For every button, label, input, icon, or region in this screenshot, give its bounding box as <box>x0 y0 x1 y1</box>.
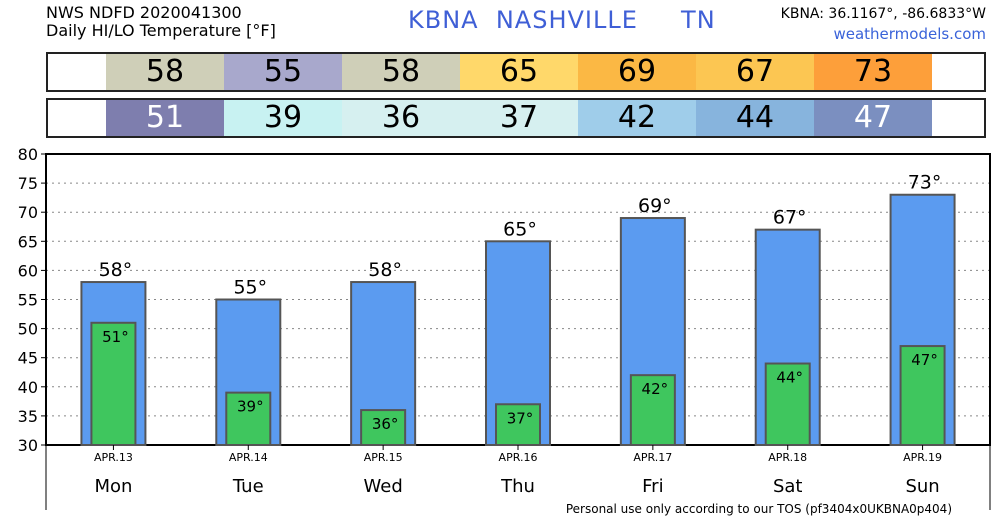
day-label: Sat <box>773 476 803 497</box>
low-temp-strip: 51 39 36 37 42 44 47 <box>46 98 986 138</box>
high-temp-cell-5: 67 <box>696 54 814 90</box>
low-bar <box>764 362 811 446</box>
high-temp-cell-1: 55 <box>224 54 342 90</box>
low-bar <box>899 345 946 446</box>
high-temp-cell-0: 58 <box>106 54 224 90</box>
model-run-label: NWS NDFD 2020041300 <box>46 3 242 22</box>
y-tick-label: 60 <box>18 261 38 280</box>
low-temp-cell-2: 36 <box>342 100 460 136</box>
header-right: KBNA: 36.1167°, -86.6833°W weathermodels… <box>781 4 986 44</box>
chart-title: Daily HI/LO Temperature [°F] <box>46 21 276 40</box>
date-label: APR.15 <box>364 451 403 464</box>
y-tick-label: 65 <box>18 232 38 251</box>
y-tick-label: 55 <box>18 291 38 310</box>
low-temp-cell-4: 42 <box>578 100 696 136</box>
high-bar-label: 69° <box>638 195 672 217</box>
date-label: APR.17 <box>633 451 672 464</box>
footer-notice: Personal use only according to our TOS (… <box>565 502 952 516</box>
low-temp-cell-3: 37 <box>460 100 578 136</box>
low-bar <box>225 391 272 446</box>
y-tick-label: 35 <box>18 407 38 426</box>
low-bar-label: 39° <box>237 398 264 416</box>
date-label: APR.16 <box>499 451 538 464</box>
high-temp-strip: 58 55 58 65 69 67 73 <box>46 52 986 92</box>
low-bar-label: 42° <box>642 380 669 398</box>
high-temp-cell-4: 69 <box>578 54 696 90</box>
header-left: NWS NDFD 2020041300 Daily HI/LO Temperat… <box>46 4 276 40</box>
y-tick-label: 70 <box>18 203 38 222</box>
low-temp-cell-5: 44 <box>696 100 814 136</box>
date-label: APR.18 <box>768 451 807 464</box>
high-bar-label: 58° <box>99 259 133 281</box>
low-bar-label: 44° <box>776 369 803 387</box>
station-coords: KBNA: 36.1167°, -86.6833°W <box>780 6 986 22</box>
low-temp-cell-0: 51 <box>106 100 224 136</box>
high-bar-label: 55° <box>233 277 267 299</box>
high-bar-label: 73° <box>908 172 942 194</box>
date-label: APR.13 <box>94 451 133 464</box>
high-temp-cell-6: 73 <box>814 54 932 90</box>
day-label: Sun <box>905 476 939 497</box>
high-bar-label: 65° <box>503 218 537 240</box>
day-label: Wed <box>364 476 403 497</box>
low-bar <box>90 321 137 446</box>
y-tick-label: 75 <box>18 174 38 193</box>
low-bar-label: 51° <box>102 328 129 346</box>
date-label: APR.19 <box>903 451 942 464</box>
high-temp-cell-3: 65 <box>460 54 578 90</box>
low-bar <box>495 403 541 447</box>
low-temp-cell-6: 47 <box>814 100 932 136</box>
y-tick-label: 45 <box>18 349 38 368</box>
day-label: Thu <box>500 476 535 497</box>
high-bar-label: 67° <box>773 207 807 229</box>
high-temp-cell-2: 58 <box>342 54 460 90</box>
y-tick-label: 50 <box>18 320 38 339</box>
day-label: Tue <box>232 476 264 497</box>
day-label: Mon <box>94 476 132 497</box>
low-bar <box>629 374 676 446</box>
low-bar-label: 37° <box>507 409 534 427</box>
site-link[interactable]: weathermodels.com <box>833 25 986 43</box>
date-label: APR.14 <box>229 451 268 464</box>
low-temp-cell-1: 39 <box>224 100 342 136</box>
low-bar-label: 36° <box>372 415 399 433</box>
y-tick-label: 40 <box>18 378 38 397</box>
y-tick-label: 80 <box>18 145 38 164</box>
y-tick-label: 30 <box>18 436 38 455</box>
day-label: Fri <box>642 476 663 497</box>
high-bar-label: 58° <box>368 259 402 281</box>
low-bar-label: 47° <box>911 351 938 369</box>
station-title: KBNA NASHVILLE TN <box>408 6 716 34</box>
